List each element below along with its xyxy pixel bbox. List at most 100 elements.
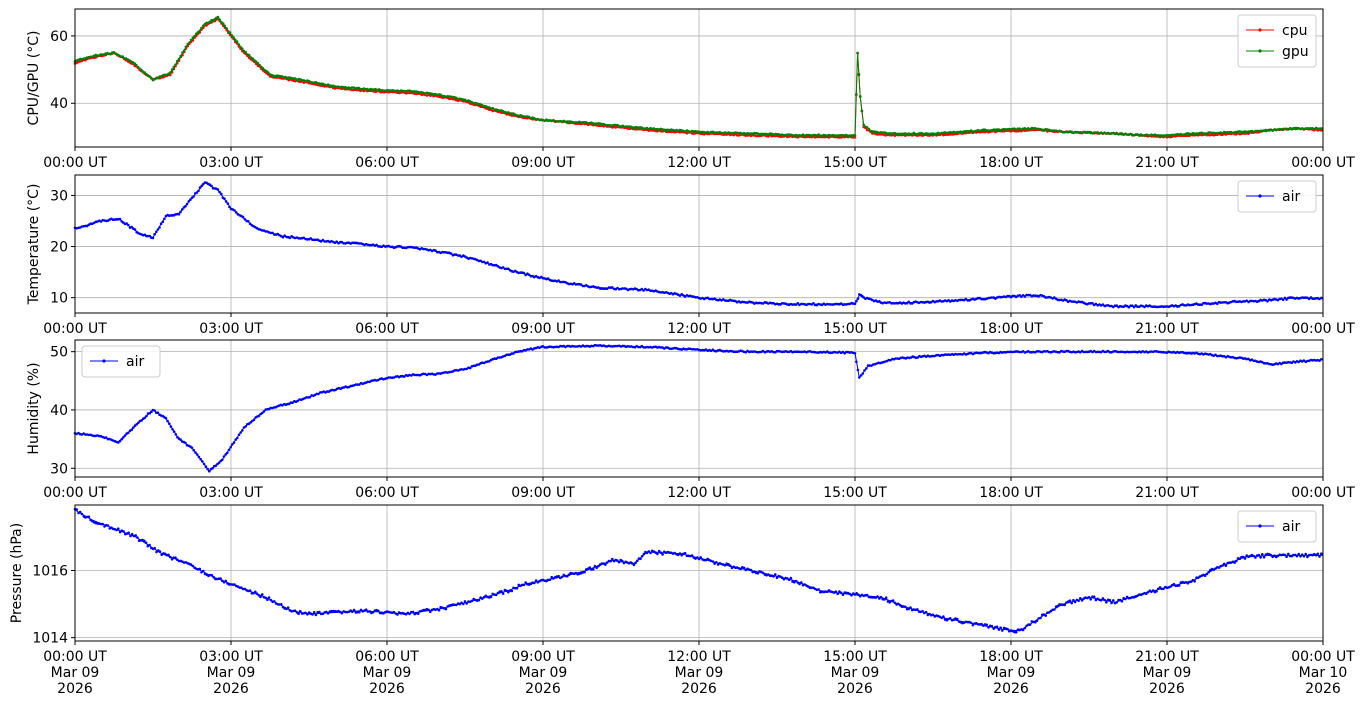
data-point: [853, 134, 857, 137]
data-point: [859, 374, 863, 377]
data-point: [174, 556, 177, 559]
data-point: [1079, 597, 1082, 600]
data-point: [135, 63, 138, 67]
data-point: [1240, 555, 1243, 559]
data-point: [127, 531, 130, 535]
data-point: [156, 228, 160, 231]
data-point: [1132, 305, 1136, 309]
data-point: [179, 210, 182, 214]
data-point: [1035, 619, 1039, 622]
data-point: [1120, 600, 1124, 603]
x-tick-label-time: 15:00 UT: [823, 649, 887, 665]
x-tick-label: 09:00 UT: [511, 321, 575, 337]
data-point: [1318, 359, 1321, 362]
data-point: [293, 609, 297, 612]
data-point: [987, 626, 990, 629]
data-point: [909, 606, 912, 609]
data-point: [1127, 305, 1131, 309]
data-point: [254, 60, 258, 63]
data-point: [202, 569, 205, 573]
data-point: [1262, 555, 1266, 559]
data-point: [427, 608, 430, 612]
data-point: [148, 75, 151, 78]
data-point: [217, 461, 221, 465]
data-point: [256, 61, 260, 65]
x-tick-label: 00:00 UT: [43, 155, 107, 171]
data-point: [1283, 553, 1287, 557]
data-point: [969, 621, 973, 625]
data-point: [777, 303, 780, 306]
data-point: [174, 63, 177, 67]
series-air: [73, 181, 1324, 309]
x-tick-label-time: 03:00 UT: [199, 649, 263, 665]
data-point: [1072, 598, 1075, 602]
data-point: [181, 51, 184, 54]
data-point: [796, 581, 800, 584]
data-point: [239, 45, 242, 49]
data-point: [871, 596, 874, 599]
data-point: [728, 564, 732, 567]
data-point: [876, 595, 879, 598]
data-point: [1299, 555, 1302, 558]
data-point: [164, 417, 168, 420]
data-point: [592, 567, 595, 571]
data-point: [237, 43, 241, 46]
data-point: [616, 286, 619, 290]
data-point: [617, 560, 621, 564]
data-point: [995, 625, 999, 629]
x-tick-label: 18:00 UT: [979, 485, 1043, 501]
data-point: [1318, 555, 1321, 558]
data-point: [161, 220, 165, 223]
data-point: [631, 562, 634, 565]
data-point: [234, 211, 238, 214]
data-point: [1188, 132, 1191, 136]
data-point: [237, 433, 241, 437]
data-point: [1193, 580, 1196, 583]
data-point: [1157, 134, 1160, 137]
x-tick-label-year: 2026: [213, 681, 249, 697]
data-point: [1285, 555, 1288, 559]
data-point: [244, 50, 247, 54]
data-point: [143, 539, 146, 543]
data-point: [1115, 304, 1118, 307]
data-point: [1070, 601, 1073, 605]
data-point: [239, 431, 242, 434]
data-point: [187, 200, 191, 203]
data-point: [247, 220, 250, 223]
data-point: [853, 302, 857, 306]
data-point: [661, 553, 664, 556]
data-point: [172, 65, 176, 69]
x-tick-label-time: 12:00 UT: [667, 649, 731, 665]
legend: air: [81, 345, 161, 378]
data-point: [258, 63, 261, 67]
data-point: [789, 576, 793, 580]
data-point: [1077, 599, 1080, 603]
panel-2: 10 20 30 00:00 UT 03:00 UT 06:00 UT 09:00 UT 12…: [26, 174, 1355, 337]
data-point: [148, 543, 151, 547]
data-point: [1281, 298, 1285, 302]
data-point: [254, 590, 257, 594]
data-point: [1266, 299, 1269, 303]
data-point: [259, 595, 262, 599]
data-point: [1306, 555, 1309, 559]
x-tick-label-time: 00:00 UT: [1291, 649, 1355, 665]
data-point: [351, 610, 354, 613]
data-point: [226, 202, 230, 205]
data-point: [192, 448, 195, 452]
data-point: [281, 235, 285, 239]
legend-box: [1237, 180, 1317, 213]
data-point: [418, 91, 422, 94]
data-point: [711, 560, 715, 563]
legend-box: [81, 345, 161, 378]
y-tick-label: 60: [50, 29, 68, 45]
data-point: [189, 198, 192, 201]
data-point: [980, 622, 983, 626]
x-tick-label: 12:00 UT: [667, 485, 731, 501]
data-point: [169, 555, 172, 559]
x-tick-label-time: 06:00 UT: [355, 649, 419, 665]
x-tick-label-year: 2026: [993, 681, 1029, 697]
data-point: [964, 297, 968, 301]
x-tick-label: 00:00 UT: [1291, 485, 1355, 501]
data-point: [1295, 554, 1299, 558]
data-point: [985, 623, 988, 627]
